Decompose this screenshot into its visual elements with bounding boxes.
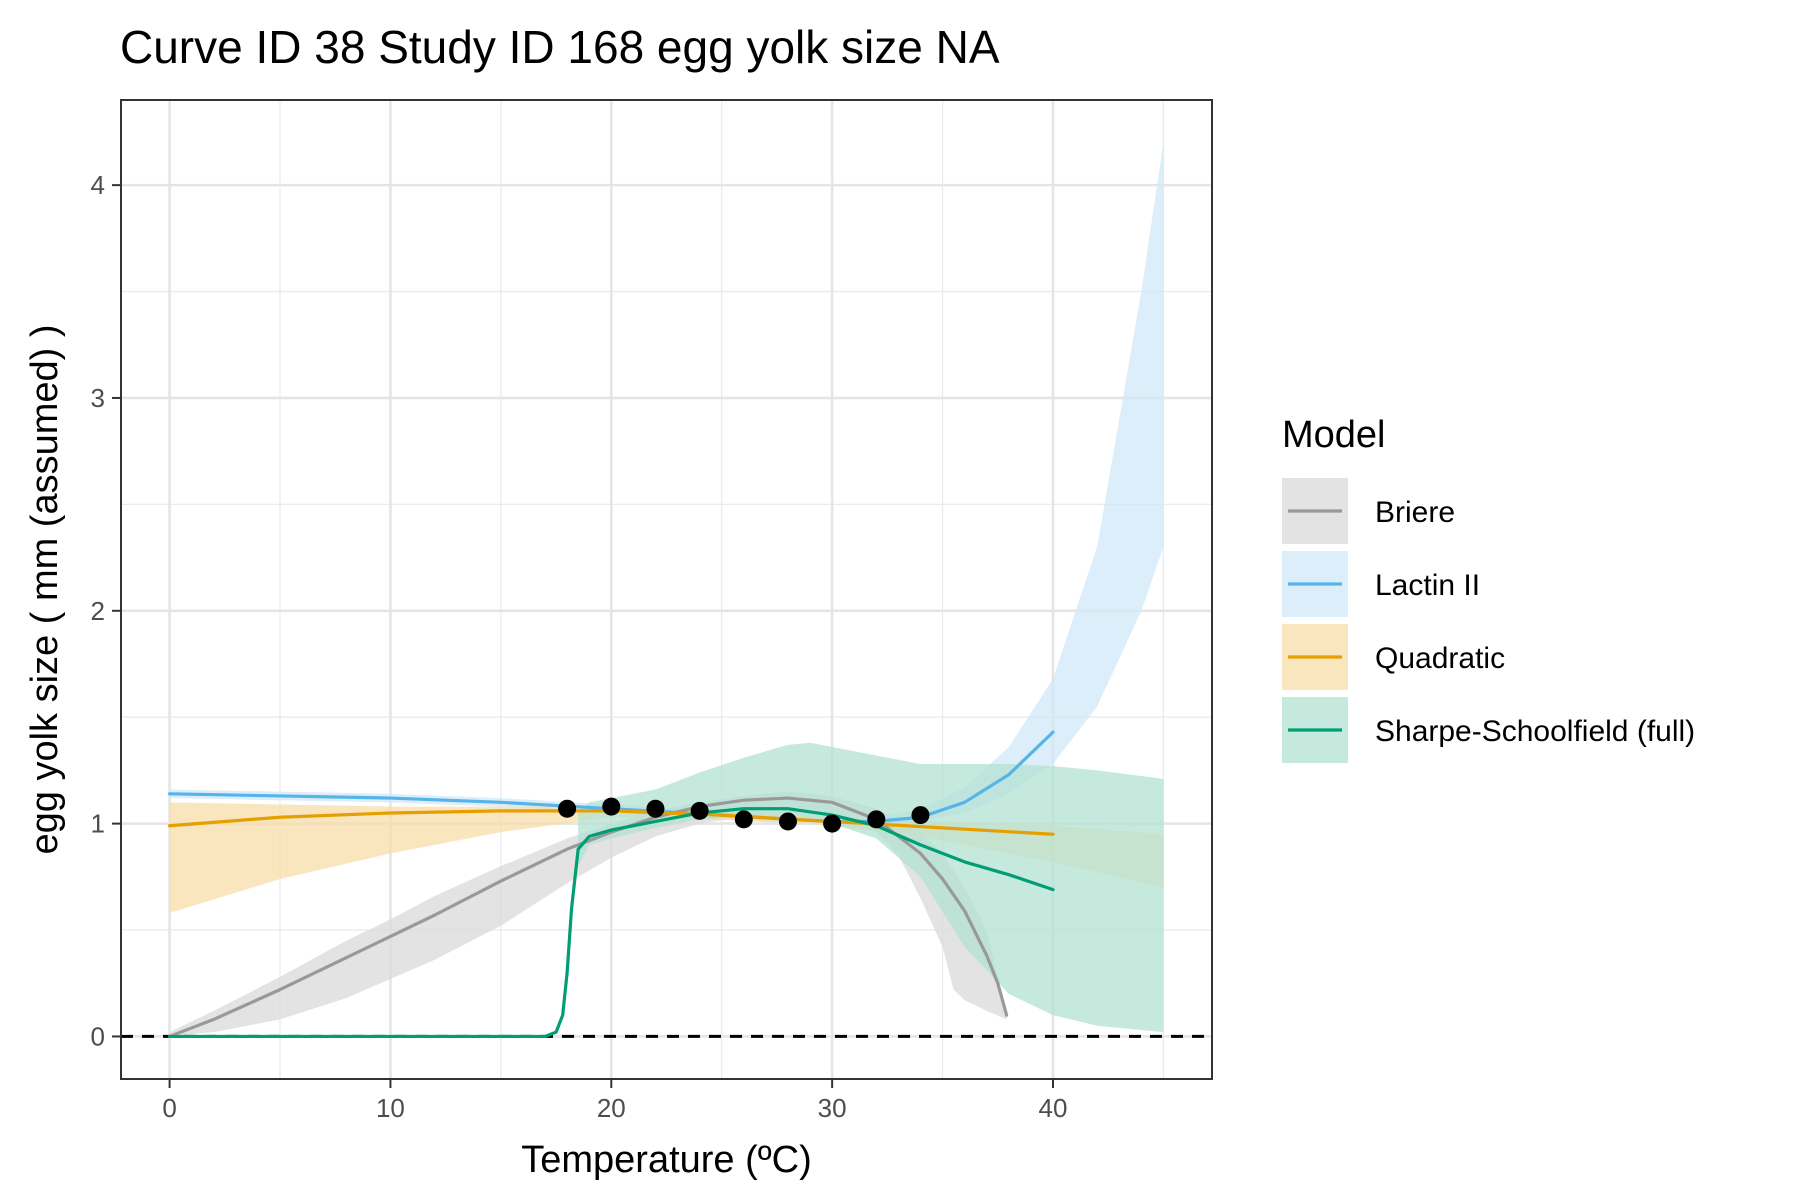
- y-axis-title: egg yolk size ( mm (assumed) ): [24, 324, 66, 854]
- data-point: [778, 812, 797, 831]
- x-axis-title: Temperature (ºC): [521, 1139, 812, 1181]
- data-point: [823, 814, 842, 833]
- band-sharpe-schoolfield-full: [578, 742, 1164, 1033]
- chart-title: Curve ID 38 Study ID 168 egg yolk size N…: [120, 21, 1000, 73]
- y-tick-label: 0: [91, 1021, 105, 1051]
- data-point: [602, 797, 621, 816]
- y-tick-label: 4: [91, 170, 105, 200]
- x-tick-label: 0: [162, 1093, 176, 1123]
- data-point: [558, 799, 577, 818]
- panel-border: [120, 99, 1213, 1080]
- band-layer: [169, 142, 1164, 1037]
- legend-item-lactin-ii: Lactin II: [1282, 551, 1480, 617]
- legend-label: Sharpe-Schoolfield (full): [1375, 715, 1695, 748]
- x-tick-label: 30: [818, 1093, 847, 1123]
- legend: Model Briere Lactin II Quadratic Sharpe-Sch…: [1282, 414, 1695, 763]
- y-tick-label: 3: [91, 383, 105, 413]
- band-briere: [169, 791, 1007, 1037]
- data-point: [646, 799, 665, 818]
- y-tick-label: 1: [91, 809, 105, 839]
- data-point: [734, 810, 753, 829]
- point-layer: [558, 797, 930, 833]
- data-point: [690, 801, 709, 820]
- legend-item-quadratic: Quadratic: [1282, 624, 1505, 690]
- legend-label: Briere: [1375, 496, 1455, 529]
- band-lactin-ii: [169, 142, 1164, 826]
- tick-layer: 0 10 20 30 40 0 1 2 3 4: [91, 170, 1068, 1123]
- data-point: [867, 810, 886, 829]
- legend-title: Model: [1282, 414, 1386, 456]
- legend-item-sharpe-schoolfield-full: Sharpe-Schoolfield (full): [1282, 697, 1695, 763]
- x-tick-label: 10: [376, 1093, 405, 1123]
- legend-label: Lactin II: [1375, 569, 1480, 602]
- x-tick-label: 20: [597, 1093, 626, 1123]
- legend-label: Quadratic: [1375, 642, 1505, 675]
- y-tick-label: 2: [91, 596, 105, 626]
- data-point: [911, 806, 930, 825]
- x-tick-label: 40: [1039, 1093, 1068, 1123]
- line-sharpe-schoolfield-full: [167, 807, 1055, 1039]
- legend-item-briere: Briere: [1282, 478, 1455, 544]
